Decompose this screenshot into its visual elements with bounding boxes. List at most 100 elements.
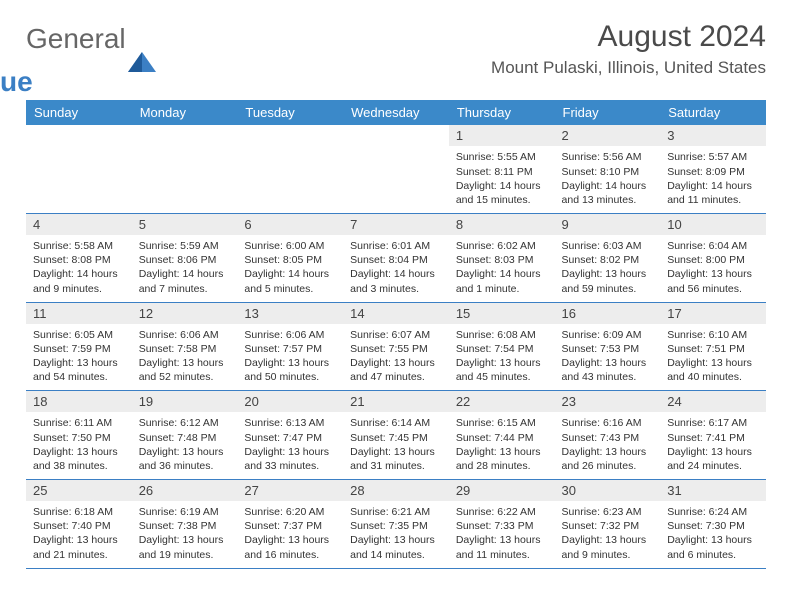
day-header: Tuesday	[237, 100, 343, 125]
calendar-day	[237, 125, 343, 213]
day-number: 18	[26, 391, 132, 412]
calendar-week: 1Sunrise: 5:55 AMSunset: 8:11 PMDaylight…	[26, 125, 766, 213]
day-data: Sunrise: 6:08 AMSunset: 7:54 PMDaylight:…	[449, 324, 555, 391]
calendar-day: 15Sunrise: 6:08 AMSunset: 7:54 PMDayligh…	[449, 302, 555, 391]
day-data: Sunrise: 6:20 AMSunset: 7:37 PMDaylight:…	[237, 501, 343, 568]
calendar-day: 20Sunrise: 6:13 AMSunset: 7:47 PMDayligh…	[237, 391, 343, 480]
day-number: 14	[343, 303, 449, 324]
calendar-day: 8Sunrise: 6:02 AMSunset: 8:03 PMDaylight…	[449, 214, 555, 303]
day-number: 9	[555, 214, 661, 235]
day-data: Sunrise: 6:07 AMSunset: 7:55 PMDaylight:…	[343, 324, 449, 391]
calendar-day: 7Sunrise: 6:01 AMSunset: 8:04 PMDaylight…	[343, 214, 449, 303]
logo-text-2: Blue	[0, 69, 126, 94]
calendar-day: 12Sunrise: 6:06 AMSunset: 7:58 PMDayligh…	[132, 302, 238, 391]
day-data: Sunrise: 5:56 AMSunset: 8:10 PMDaylight:…	[555, 146, 661, 213]
calendar-day: 13Sunrise: 6:06 AMSunset: 7:57 PMDayligh…	[237, 302, 343, 391]
day-data: Sunrise: 6:06 AMSunset: 7:57 PMDaylight:…	[237, 324, 343, 391]
page-title: August 2024	[491, 20, 766, 54]
day-number: 26	[132, 480, 238, 501]
calendar-day: 11Sunrise: 6:05 AMSunset: 7:59 PMDayligh…	[26, 302, 132, 391]
calendar-day: 5Sunrise: 5:59 AMSunset: 8:06 PMDaylight…	[132, 214, 238, 303]
day-number: 25	[26, 480, 132, 501]
day-header: Wednesday	[343, 100, 449, 125]
day-data: Sunrise: 5:55 AMSunset: 8:11 PMDaylight:…	[449, 146, 555, 213]
calendar-day: 2Sunrise: 5:56 AMSunset: 8:10 PMDaylight…	[555, 125, 661, 213]
day-data: Sunrise: 6:09 AMSunset: 7:53 PMDaylight:…	[555, 324, 661, 391]
day-number: 8	[449, 214, 555, 235]
calendar-day: 4Sunrise: 5:58 AMSunset: 8:08 PMDaylight…	[26, 214, 132, 303]
day-data: Sunrise: 6:05 AMSunset: 7:59 PMDaylight:…	[26, 324, 132, 391]
day-data: Sunrise: 6:19 AMSunset: 7:38 PMDaylight:…	[132, 501, 238, 568]
day-number: 3	[660, 125, 766, 146]
day-data: Sunrise: 6:01 AMSunset: 8:04 PMDaylight:…	[343, 235, 449, 302]
day-number: 28	[343, 480, 449, 501]
day-data: Sunrise: 6:13 AMSunset: 7:47 PMDaylight:…	[237, 412, 343, 479]
day-data: Sunrise: 6:06 AMSunset: 7:58 PMDaylight:…	[132, 324, 238, 391]
calendar-body: 1Sunrise: 5:55 AMSunset: 8:11 PMDaylight…	[26, 125, 766, 568]
calendar-day: 19Sunrise: 6:12 AMSunset: 7:48 PMDayligh…	[132, 391, 238, 480]
calendar-table: SundayMondayTuesdayWednesdayThursdayFrid…	[26, 100, 766, 568]
calendar-day: 24Sunrise: 6:17 AMSunset: 7:41 PMDayligh…	[660, 391, 766, 480]
day-data: Sunrise: 6:00 AMSunset: 8:05 PMDaylight:…	[237, 235, 343, 302]
day-number: 10	[660, 214, 766, 235]
day-number: 21	[343, 391, 449, 412]
calendar-day: 6Sunrise: 6:00 AMSunset: 8:05 PMDaylight…	[237, 214, 343, 303]
calendar-day: 25Sunrise: 6:18 AMSunset: 7:40 PMDayligh…	[26, 480, 132, 569]
day-number: 1	[449, 125, 555, 146]
calendar-page: General Blue August 2024 Mount Pulaski, …	[0, 0, 792, 589]
day-header: Friday	[555, 100, 661, 125]
calendar-day	[132, 125, 238, 213]
calendar-day: 29Sunrise: 6:22 AMSunset: 7:33 PMDayligh…	[449, 480, 555, 569]
calendar-day: 23Sunrise: 6:16 AMSunset: 7:43 PMDayligh…	[555, 391, 661, 480]
location-subtitle: Mount Pulaski, Illinois, United States	[491, 58, 766, 78]
day-number: 6	[237, 214, 343, 235]
calendar-day: 21Sunrise: 6:14 AMSunset: 7:45 PMDayligh…	[343, 391, 449, 480]
day-number: 2	[555, 125, 661, 146]
calendar-day: 16Sunrise: 6:09 AMSunset: 7:53 PMDayligh…	[555, 302, 661, 391]
title-block: August 2024 Mount Pulaski, Illinois, Uni…	[491, 20, 766, 78]
day-data: Sunrise: 6:15 AMSunset: 7:44 PMDaylight:…	[449, 412, 555, 479]
day-data: Sunrise: 6:14 AMSunset: 7:45 PMDaylight:…	[343, 412, 449, 479]
header: General Blue August 2024 Mount Pulaski, …	[26, 20, 766, 94]
day-data: Sunrise: 6:04 AMSunset: 8:00 PMDaylight:…	[660, 235, 766, 302]
day-number: 7	[343, 214, 449, 235]
day-number: 23	[555, 391, 661, 412]
day-header: Saturday	[660, 100, 766, 125]
day-number: 27	[237, 480, 343, 501]
calendar-day: 28Sunrise: 6:21 AMSunset: 7:35 PMDayligh…	[343, 480, 449, 569]
day-data: Sunrise: 5:58 AMSunset: 8:08 PMDaylight:…	[26, 235, 132, 302]
calendar-day: 22Sunrise: 6:15 AMSunset: 7:44 PMDayligh…	[449, 391, 555, 480]
day-number: 30	[555, 480, 661, 501]
calendar-day: 18Sunrise: 6:11 AMSunset: 7:50 PMDayligh…	[26, 391, 132, 480]
calendar-day	[26, 125, 132, 213]
day-header: Thursday	[449, 100, 555, 125]
day-data: Sunrise: 6:17 AMSunset: 7:41 PMDaylight:…	[660, 412, 766, 479]
calendar-week: 18Sunrise: 6:11 AMSunset: 7:50 PMDayligh…	[26, 391, 766, 480]
day-data: Sunrise: 6:11 AMSunset: 7:50 PMDaylight:…	[26, 412, 132, 479]
day-number: 5	[132, 214, 238, 235]
day-number: 17	[660, 303, 766, 324]
day-data: Sunrise: 6:12 AMSunset: 7:48 PMDaylight:…	[132, 412, 238, 479]
day-data: Sunrise: 6:22 AMSunset: 7:33 PMDaylight:…	[449, 501, 555, 568]
calendar-day: 27Sunrise: 6:20 AMSunset: 7:37 PMDayligh…	[237, 480, 343, 569]
calendar-day: 9Sunrise: 6:03 AMSunset: 8:02 PMDaylight…	[555, 214, 661, 303]
calendar-day: 26Sunrise: 6:19 AMSunset: 7:38 PMDayligh…	[132, 480, 238, 569]
day-data: Sunrise: 6:24 AMSunset: 7:30 PMDaylight:…	[660, 501, 766, 568]
day-data: Sunrise: 6:16 AMSunset: 7:43 PMDaylight:…	[555, 412, 661, 479]
calendar-day: 30Sunrise: 6:23 AMSunset: 7:32 PMDayligh…	[555, 480, 661, 569]
day-number: 12	[132, 303, 238, 324]
day-header: Sunday	[26, 100, 132, 125]
day-data: Sunrise: 6:18 AMSunset: 7:40 PMDaylight:…	[26, 501, 132, 568]
day-number: 4	[26, 214, 132, 235]
day-data: Sunrise: 5:59 AMSunset: 8:06 PMDaylight:…	[132, 235, 238, 302]
day-data: Sunrise: 6:23 AMSunset: 7:32 PMDaylight:…	[555, 501, 661, 568]
calendar-day: 17Sunrise: 6:10 AMSunset: 7:51 PMDayligh…	[660, 302, 766, 391]
day-data: Sunrise: 6:21 AMSunset: 7:35 PMDaylight:…	[343, 501, 449, 568]
day-number: 11	[26, 303, 132, 324]
day-number: 15	[449, 303, 555, 324]
day-data: Sunrise: 6:10 AMSunset: 7:51 PMDaylight:…	[660, 324, 766, 391]
day-number: 29	[449, 480, 555, 501]
day-number: 31	[660, 480, 766, 501]
day-data: Sunrise: 5:57 AMSunset: 8:09 PMDaylight:…	[660, 146, 766, 213]
logo-text-1: General	[26, 26, 126, 51]
